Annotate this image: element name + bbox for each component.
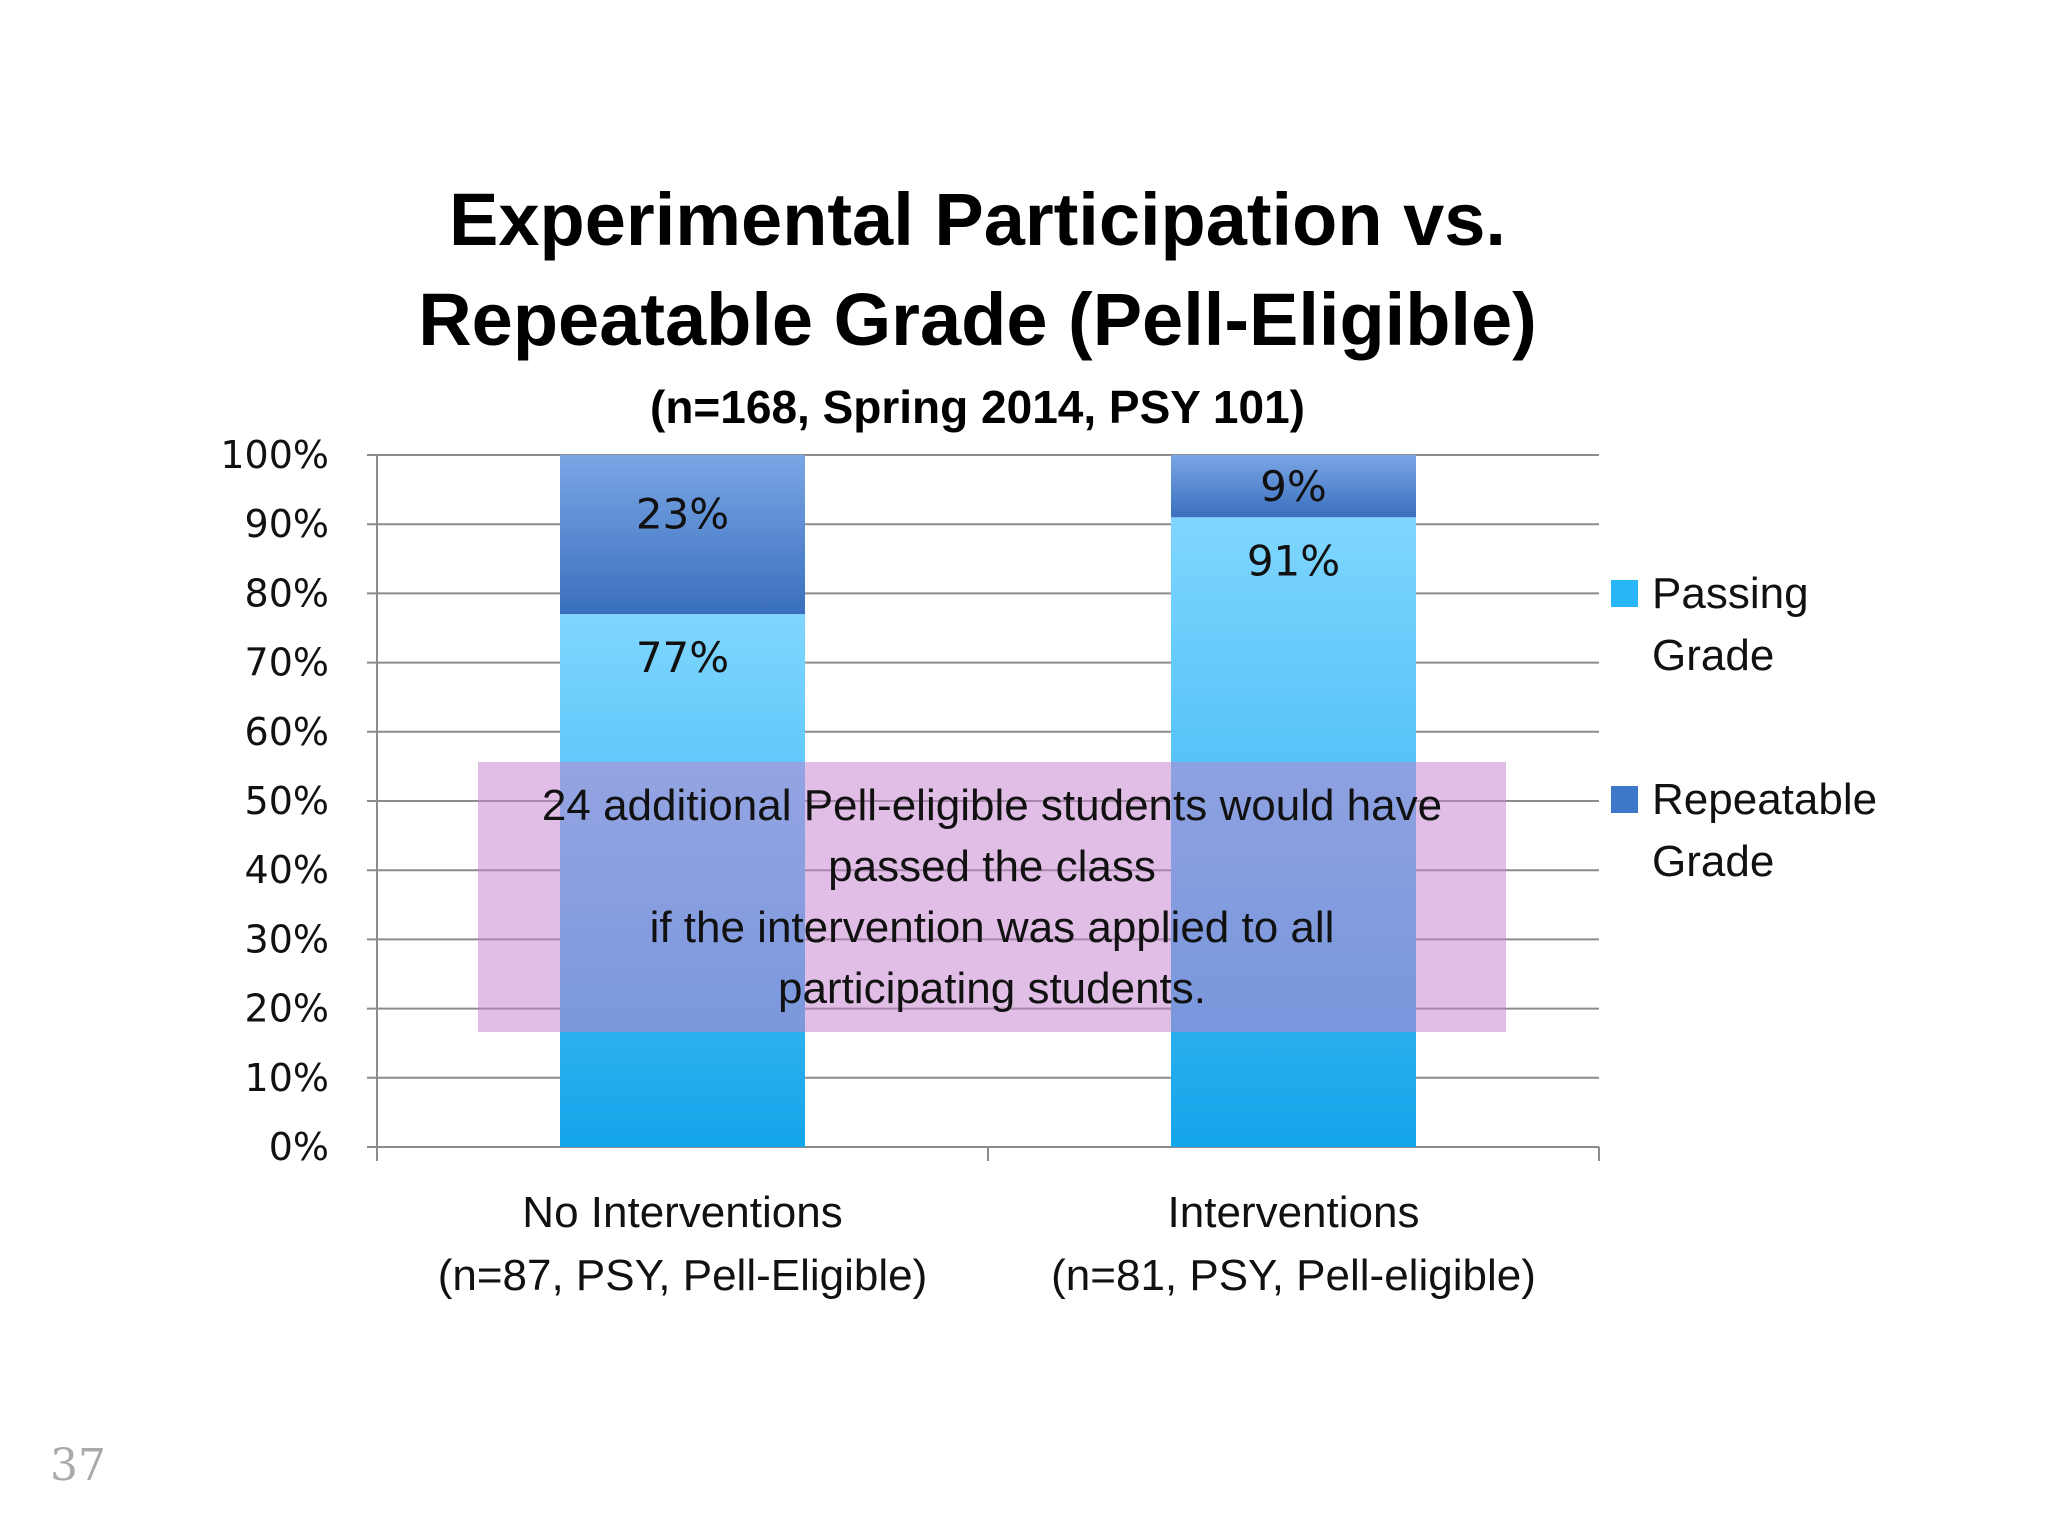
- y-tick-label: 30%: [245, 917, 329, 961]
- bar-segment-repeatable-grade: [1171, 455, 1416, 518]
- y-tick-label: 70%: [245, 641, 329, 685]
- legend-label: Grade: [1652, 631, 1774, 680]
- y-tick-label: 80%: [245, 571, 329, 615]
- legend-label: Repeatable: [1652, 775, 1877, 824]
- y-tick-label: 100%: [220, 433, 329, 477]
- legend-label: Passing: [1652, 569, 1809, 618]
- data-label: 9%: [1260, 462, 1327, 511]
- legend-swatch: [1611, 580, 1638, 607]
- legend: Passing Grade Repeatable Grade: [1611, 569, 1877, 886]
- data-label: 77%: [636, 633, 729, 682]
- x-category-label: No Interventions: [522, 1188, 842, 1237]
- legend-label: Grade: [1652, 837, 1774, 886]
- data-label: 91%: [1247, 536, 1340, 585]
- x-category-label: Interventions: [1168, 1188, 1420, 1237]
- axes: 0% 10% 20% 30% 40% 50% 60% 70% 80% 90% 100%: [220, 433, 1600, 1169]
- chart-subtitle: (n=168, Spring 2014, PSY 101): [650, 381, 1305, 433]
- chart-title-line-1: Experimental Participation vs.: [449, 178, 1506, 261]
- chart-title: Experimental Participation vs. Repeatabl…: [290, 170, 1665, 442]
- x-category-label: (n=81, PSY, Pell-eligible): [1051, 1251, 1536, 1300]
- y-tick-label: 60%: [245, 710, 329, 754]
- labels: 77% 23% No Interventions (n=87, PSY, Pell-E…: [438, 462, 1536, 1300]
- chart-title-line-2: Repeatable Grade (Pell-Eligible): [418, 278, 1537, 361]
- y-tick-label: 50%: [245, 779, 329, 823]
- bar-segment-repeatable-grade: [560, 455, 805, 615]
- y-tick-label: 10%: [245, 1056, 329, 1100]
- y-tick-label: 20%: [245, 987, 329, 1031]
- data-label: 23%: [636, 490, 729, 539]
- y-tick-label: 90%: [245, 502, 329, 546]
- annotation-box: 24 additional Pell-eligible students wou…: [478, 762, 1506, 1032]
- annotation-text: 24 additional Pell-eligible students wou…: [541, 781, 1443, 1013]
- y-tick-label: 40%: [245, 848, 329, 892]
- y-tick-label: 0%: [269, 1125, 329, 1169]
- page-number: 37: [50, 1440, 106, 1491]
- x-category-label: (n=87, PSY, Pell-Eligible): [438, 1251, 928, 1300]
- legend-swatch: [1611, 786, 1638, 813]
